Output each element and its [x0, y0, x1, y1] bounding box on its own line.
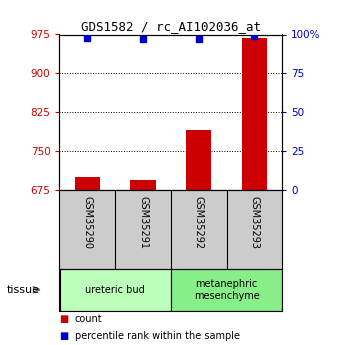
Text: ■: ■ — [59, 332, 69, 341]
Bar — [131, 180, 155, 190]
Text: percentile rank within the sample: percentile rank within the sample — [75, 332, 240, 341]
Title: GDS1582 / rc_AI102036_at: GDS1582 / rc_AI102036_at — [81, 20, 261, 33]
Text: GSM35292: GSM35292 — [194, 196, 204, 249]
Bar — [75, 177, 100, 190]
Text: GSM35290: GSM35290 — [82, 196, 92, 249]
Text: ■: ■ — [59, 314, 69, 324]
Text: metanephric
mesenchyme: metanephric mesenchyme — [194, 279, 259, 300]
Text: GSM35293: GSM35293 — [249, 196, 259, 249]
Bar — [242, 38, 267, 190]
Bar — [186, 130, 211, 190]
Text: GSM35291: GSM35291 — [138, 196, 148, 249]
Bar — [171, 269, 282, 310]
Text: tissue: tissue — [7, 285, 40, 295]
Text: ureteric bud: ureteric bud — [85, 285, 145, 295]
Bar — [59, 269, 171, 310]
Text: count: count — [75, 314, 102, 324]
